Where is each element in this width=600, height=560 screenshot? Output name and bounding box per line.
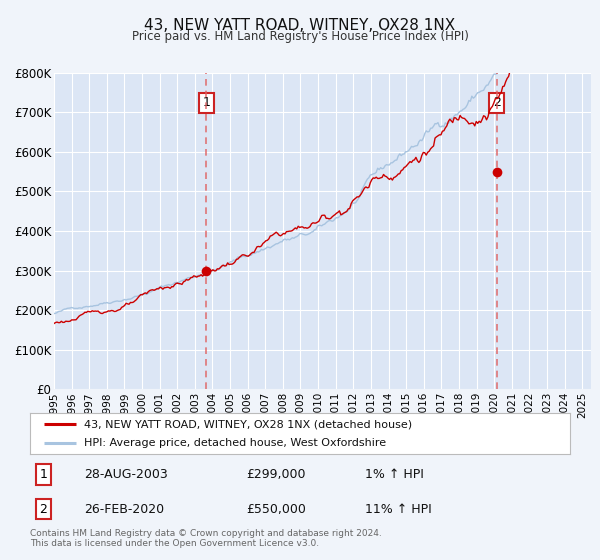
- Text: 43, NEW YATT ROAD, WITNEY, OX28 1NX: 43, NEW YATT ROAD, WITNEY, OX28 1NX: [145, 18, 455, 33]
- Text: 2: 2: [493, 96, 501, 109]
- Text: 26-FEB-2020: 26-FEB-2020: [84, 502, 164, 516]
- Text: 1: 1: [40, 468, 47, 481]
- Text: HPI: Average price, detached house, West Oxfordshire: HPI: Average price, detached house, West…: [84, 438, 386, 447]
- Text: £299,000: £299,000: [246, 468, 305, 481]
- Text: 11% ↑ HPI: 11% ↑ HPI: [365, 502, 431, 516]
- Text: 1% ↑ HPI: 1% ↑ HPI: [365, 468, 424, 481]
- Text: 28-AUG-2003: 28-AUG-2003: [84, 468, 168, 481]
- Text: 1: 1: [202, 96, 210, 109]
- Text: 43, NEW YATT ROAD, WITNEY, OX28 1NX (detached house): 43, NEW YATT ROAD, WITNEY, OX28 1NX (det…: [84, 419, 412, 429]
- Text: Price paid vs. HM Land Registry's House Price Index (HPI): Price paid vs. HM Land Registry's House …: [131, 30, 469, 43]
- Text: 2: 2: [40, 502, 47, 516]
- Text: £550,000: £550,000: [246, 502, 306, 516]
- Text: Contains HM Land Registry data © Crown copyright and database right 2024.
This d: Contains HM Land Registry data © Crown c…: [30, 529, 382, 548]
